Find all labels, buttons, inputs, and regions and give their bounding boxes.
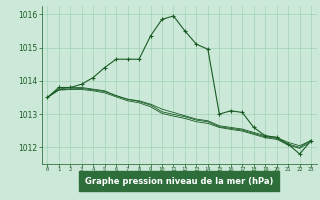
X-axis label: Graphe pression niveau de la mer (hPa): Graphe pression niveau de la mer (hPa) (85, 177, 273, 186)
